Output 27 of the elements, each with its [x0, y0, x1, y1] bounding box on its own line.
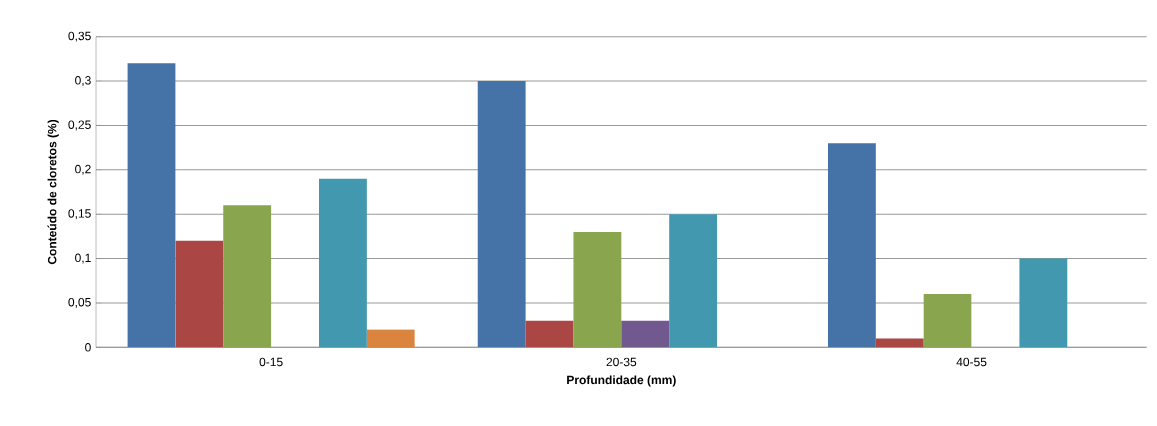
x-tick-label: 40-55: [956, 357, 987, 367]
y-tick-label: 0,15: [68, 209, 91, 220]
bar: [318, 178, 367, 348]
y-tick-label: 0: [85, 343, 91, 352]
x-axis-title: Profundidade (mm): [567, 375, 676, 387]
bar: [1019, 258, 1068, 348]
bar: [175, 240, 224, 348]
bar: [875, 338, 924, 348]
bar: [621, 320, 670, 348]
bar: [366, 329, 415, 348]
bar: [477, 81, 526, 348]
y-axis-title: Conteúdo de cloretos (%): [47, 119, 59, 265]
y-tick-label: 0,05: [68, 297, 91, 308]
bar: [525, 320, 574, 348]
bar: [127, 63, 176, 348]
y-tick-label: 0,3: [75, 76, 91, 86]
bar: [223, 205, 272, 348]
bar: [827, 143, 876, 348]
y-tick-label: 0,25: [68, 120, 91, 131]
y-tick-label: 0,2: [75, 164, 91, 175]
y-tick-label: 0,35: [68, 31, 91, 42]
x-tick-label: 0-15: [259, 357, 283, 367]
bar: [573, 231, 622, 348]
y-tick-label: 0,1: [75, 253, 91, 264]
bar: [923, 294, 972, 348]
x-tick-label: 20-35: [606, 357, 637, 367]
bar: [669, 214, 718, 348]
